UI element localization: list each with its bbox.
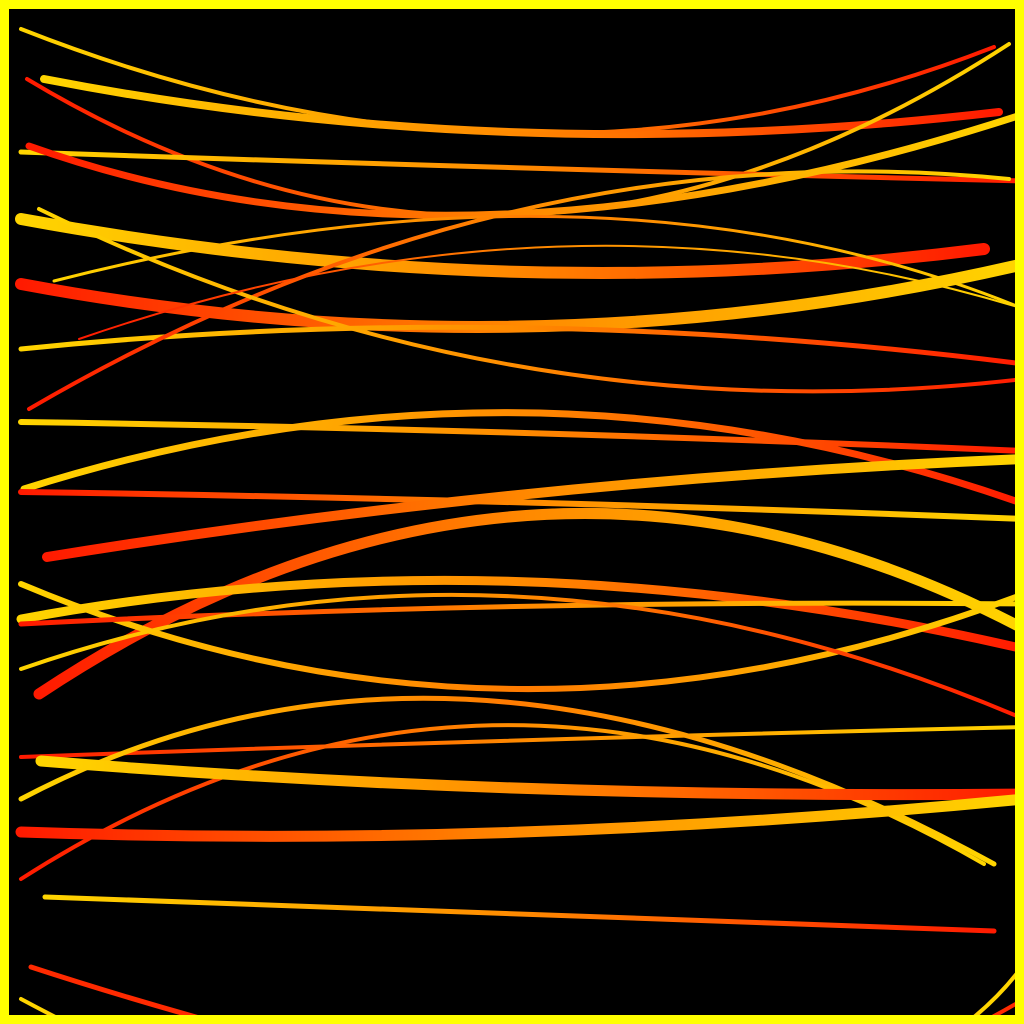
stroke — [15, 213, 990, 279]
stroke — [25, 113, 1015, 219]
stroke — [19, 27, 996, 136]
stroke — [18, 581, 1015, 693]
stroke — [20, 409, 1015, 505]
stroke — [19, 723, 986, 881]
artwork-canvas — [15, 27, 1015, 1015]
stroke — [35, 755, 1015, 801]
stroke — [18, 419, 1015, 454]
stroke — [991, 1001, 1015, 1015]
stroke — [28, 964, 198, 1015]
stroke — [19, 725, 1015, 759]
stroke — [973, 972, 1015, 1015]
stroke — [18, 149, 1015, 184]
stroke — [15, 794, 1015, 842]
stroke — [18, 600, 1015, 627]
stroke — [19, 592, 1015, 718]
stroke — [42, 894, 997, 934]
stroke — [52, 214, 1015, 308]
stroke — [40, 75, 1003, 139]
stroke — [33, 507, 1015, 700]
stroke — [37, 207, 1015, 394]
stroke — [19, 997, 56, 1015]
stroke — [42, 454, 1015, 562]
stroke — [27, 169, 1011, 411]
stroke — [78, 244, 1015, 340]
stroke — [18, 489, 1015, 522]
stroke — [16, 575, 1015, 652]
